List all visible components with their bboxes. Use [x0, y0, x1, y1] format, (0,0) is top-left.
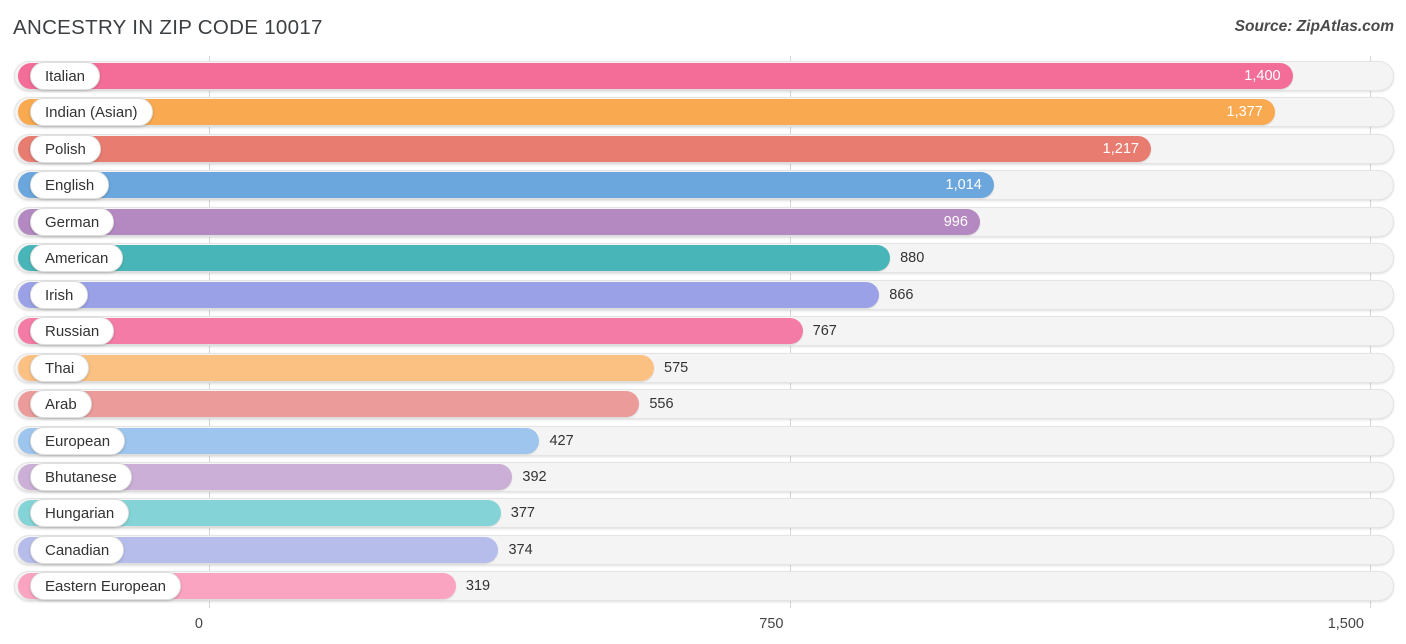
x-axis-tick: 1,500 [1327, 616, 1364, 632]
bar-category-label[interactable]: Russian [30, 317, 115, 346]
bar-category-label[interactable]: Canadian [30, 535, 125, 564]
bar[interactable] [18, 208, 980, 235]
chart-plot-area: 1,400 Italian 1,377 Indian (Asian) 1,217 Poli… [0, 56, 1406, 608]
bar-rows: 1,400 Italian 1,377 Indian (Asian) 1,217 Poli… [0, 56, 1406, 608]
bar-category-label[interactable]: American [30, 244, 124, 273]
bar-category-label[interactable]: European [30, 426, 126, 455]
bar[interactable] [18, 172, 994, 199]
bar-value-label: 392 [522, 468, 547, 485]
bar-row[interactable]: 427 European [0, 425, 1406, 457]
bar-value-label: 377 [510, 505, 535, 522]
bar-category-label[interactable]: Arab [30, 390, 92, 419]
bar-row[interactable]: 556 Arab [0, 388, 1406, 420]
bar-value-label: 1,217 [1102, 140, 1139, 157]
bar[interactable] [18, 318, 803, 345]
bar-value-label: 1,377 [1226, 104, 1263, 121]
bar-value-label: 427 [549, 432, 574, 449]
bar[interactable] [18, 391, 640, 418]
bar-category-label[interactable]: English [30, 171, 110, 200]
x-axis-tick: 750 [759, 616, 784, 632]
bar[interactable] [18, 281, 880, 308]
bar-row[interactable]: 767 Russian [0, 315, 1406, 347]
bar-value-label: 866 [889, 286, 914, 303]
bar-row[interactable]: 392 Bhutanese [0, 461, 1406, 493]
bar-category-label[interactable]: Eastern European [30, 572, 181, 601]
bar-row[interactable]: 374 Canadian [0, 534, 1406, 566]
bar-row[interactable]: 996 German [0, 206, 1406, 238]
bar-value-label: 880 [900, 250, 925, 267]
bar-row[interactable]: 1,014 English [0, 169, 1406, 201]
bar-row[interactable]: 377 Hungarian [0, 497, 1406, 529]
page-title: ANCESTRY IN ZIP CODE 10017 [13, 16, 323, 39]
bar[interactable] [18, 135, 1151, 162]
x-axis: 0 750 1,500 [0, 608, 1406, 644]
bar-row[interactable]: 1,377 Indian (Asian) [0, 96, 1406, 128]
chart-header: ANCESTRY IN ZIP CODE 10017 Source: ZipAt… [0, 0, 1406, 56]
x-axis-tick: 0 [194, 616, 203, 632]
bar-category-label[interactable]: Hungarian [30, 499, 130, 528]
bar-value-label: 1,014 [945, 177, 982, 194]
bar-row[interactable]: 866 Irish [0, 279, 1406, 311]
bar-category-label[interactable]: Thai [30, 353, 90, 382]
bar-value-label: 1,400 [1244, 68, 1281, 84]
bar-value-label: 996 [943, 213, 968, 230]
bar[interactable] [18, 63, 1293, 89]
bar-row[interactable]: 1,400 Italian [0, 60, 1406, 92]
bar[interactable] [18, 99, 1275, 126]
bar-value-label: 556 [649, 396, 674, 413]
bar-value-label: 319 [465, 578, 491, 595]
bar-row[interactable]: 1,217 Polish [0, 133, 1406, 165]
bar-category-label[interactable]: Italian [30, 62, 101, 90]
bar-value-label: 767 [812, 323, 837, 340]
bar-category-label[interactable]: Indian (Asian) [30, 98, 153, 127]
bar-value-label: 575 [664, 359, 689, 376]
source-attribution: Source: ZipAtlas.com [1234, 18, 1394, 35]
bar-row[interactable]: 575 Thai [0, 352, 1406, 384]
bar-category-label[interactable]: German [30, 207, 115, 236]
bar[interactable] [18, 354, 655, 381]
bar-value-label: 374 [508, 541, 533, 558]
bar[interactable] [18, 245, 891, 272]
bar-row[interactable]: 319 Eastern European [0, 570, 1406, 602]
bar-category-label[interactable]: Irish [30, 280, 89, 309]
bar-row[interactable]: 880 American [0, 242, 1406, 274]
bar-category-label[interactable]: Bhutanese [30, 462, 132, 491]
bar-category-label[interactable]: Polish [30, 134, 101, 163]
